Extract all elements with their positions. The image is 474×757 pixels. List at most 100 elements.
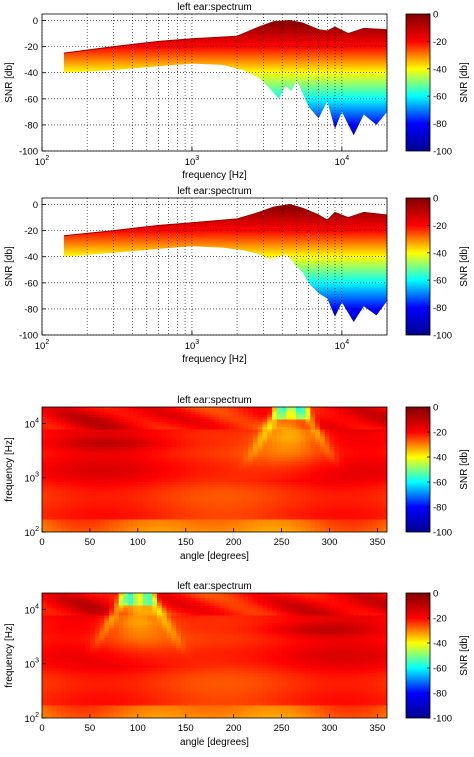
- heatmap-cell: [276, 608, 283, 612]
- heatmap-cell: [133, 424, 139, 428]
- heatmap-cell: [343, 620, 350, 624]
- heatmap-cell: [152, 507, 158, 511]
- heatmap-cell: [353, 427, 359, 431]
- heatmap-cell: [176, 603, 182, 607]
- heatmap-cell: [233, 437, 240, 441]
- heatmap-cell: [358, 462, 364, 466]
- heatmap-cell: [219, 497, 225, 501]
- heatmap-cell: [42, 437, 48, 441]
- heatmap-cell: [262, 598, 268, 602]
- heatmap-cell: [109, 479, 115, 483]
- heatmap-cell: [209, 628, 216, 632]
- heatmap-cell: [152, 489, 158, 493]
- heatmap-cell: [329, 608, 335, 612]
- heatmap-cell: [295, 417, 302, 421]
- heatmap-cell: [291, 605, 297, 609]
- heatmap-cell: [319, 595, 326, 599]
- heatmap-cell: [118, 454, 125, 458]
- heatmap-cell: [329, 487, 335, 491]
- heatmap-cell: [157, 444, 163, 448]
- heatmap-cell: [137, 499, 144, 503]
- heatmap-cell: [123, 479, 129, 483]
- heatmap-cell: [152, 432, 158, 436]
- heatmap-cell: [219, 633, 225, 637]
- heatmap-cell: [262, 479, 268, 483]
- heatmap-cell: [185, 452, 192, 456]
- heatmap-cell: [377, 517, 383, 521]
- heatmap-cell: [358, 630, 364, 634]
- heatmap-cell: [133, 522, 139, 526]
- heatmap-cell: [51, 472, 57, 476]
- heatmap-cell: [180, 482, 187, 486]
- heatmap-cell: [372, 484, 379, 488]
- heatmap-cell: [61, 464, 67, 468]
- heatmap-cell: [358, 442, 364, 446]
- heatmap-cell: [286, 512, 292, 516]
- heatmap-cell: [42, 499, 48, 503]
- heatmap-cell: [343, 623, 350, 627]
- heatmap-cell: [300, 603, 307, 607]
- heatmap-cell: [276, 499, 283, 503]
- heatmap-cell: [152, 424, 158, 428]
- heatmap-cell: [152, 605, 158, 609]
- heatmap-cell: [99, 432, 105, 436]
- heatmap-cell: [262, 484, 268, 488]
- heatmap-cell: [61, 414, 67, 418]
- heatmap-cell: [233, 524, 240, 528]
- heatmap-cell: [324, 432, 331, 436]
- heatmap-cell: [291, 454, 297, 458]
- heatmap-cell: [233, 514, 240, 518]
- heatmap-cell: [238, 462, 244, 466]
- heatmap-cell: [51, 442, 57, 446]
- heatmap-cell: [99, 419, 105, 423]
- heatmap-cell: [185, 630, 192, 634]
- heatmap-cell: [142, 482, 149, 486]
- heatmap-cell: [367, 424, 374, 428]
- heatmap-cell: [324, 459, 331, 463]
- heatmap-cell: [157, 449, 163, 453]
- heatmap-cell: [157, 482, 163, 486]
- heatmap-cell: [200, 407, 206, 411]
- heatmap-cell: [219, 464, 225, 468]
- heatmap-cell: [238, 499, 244, 503]
- heatmap-cell: [233, 452, 240, 456]
- heatmap-cell: [276, 474, 283, 478]
- heatmap-cell: [329, 630, 335, 634]
- heatmap-cell: [147, 522, 153, 526]
- heatmap-cell: [152, 522, 158, 526]
- heatmap-cell: [200, 477, 206, 481]
- heatmap-cell: [281, 507, 287, 511]
- heatmap-cell: [238, 598, 244, 602]
- colorbar-tick-label: -40: [433, 64, 447, 75]
- heatmap-cell: [276, 469, 283, 473]
- heatmap-cell: [228, 454, 235, 458]
- heatmap-cell: [243, 522, 249, 526]
- heatmap-cell: [305, 432, 311, 436]
- heatmap-cell: [272, 434, 278, 438]
- heatmap-cell: [157, 479, 163, 483]
- heatmap-cell: [238, 618, 244, 622]
- heatmap-cell: [315, 512, 321, 516]
- heatmap-cell: [272, 474, 278, 478]
- heatmap-cell: [262, 449, 268, 453]
- heatmap-cell: [238, 467, 244, 471]
- heatmap-cell: [85, 625, 91, 629]
- heatmap-cell: [272, 484, 278, 488]
- heatmap-cell: [80, 462, 86, 466]
- heatmap-cell: [51, 529, 57, 532]
- heatmap-cell: [61, 492, 67, 496]
- heatmap-cell: [75, 494, 81, 498]
- heatmap-cell: [228, 595, 235, 599]
- heatmap-cell: [224, 477, 230, 481]
- heatmap-cell: [348, 422, 355, 426]
- heatmap-cell: [272, 482, 278, 486]
- heatmap-cell: [219, 529, 225, 532]
- heatmap-cell: [267, 598, 273, 602]
- heatmap-cell: [272, 527, 278, 531]
- heatmap-cell: [70, 442, 77, 446]
- heatmap-cell: [56, 593, 62, 597]
- heatmap-cell: [75, 497, 81, 501]
- heatmap-cell: [281, 414, 287, 418]
- heatmap-cell: [180, 477, 187, 481]
- heatmap-cell: [214, 467, 220, 471]
